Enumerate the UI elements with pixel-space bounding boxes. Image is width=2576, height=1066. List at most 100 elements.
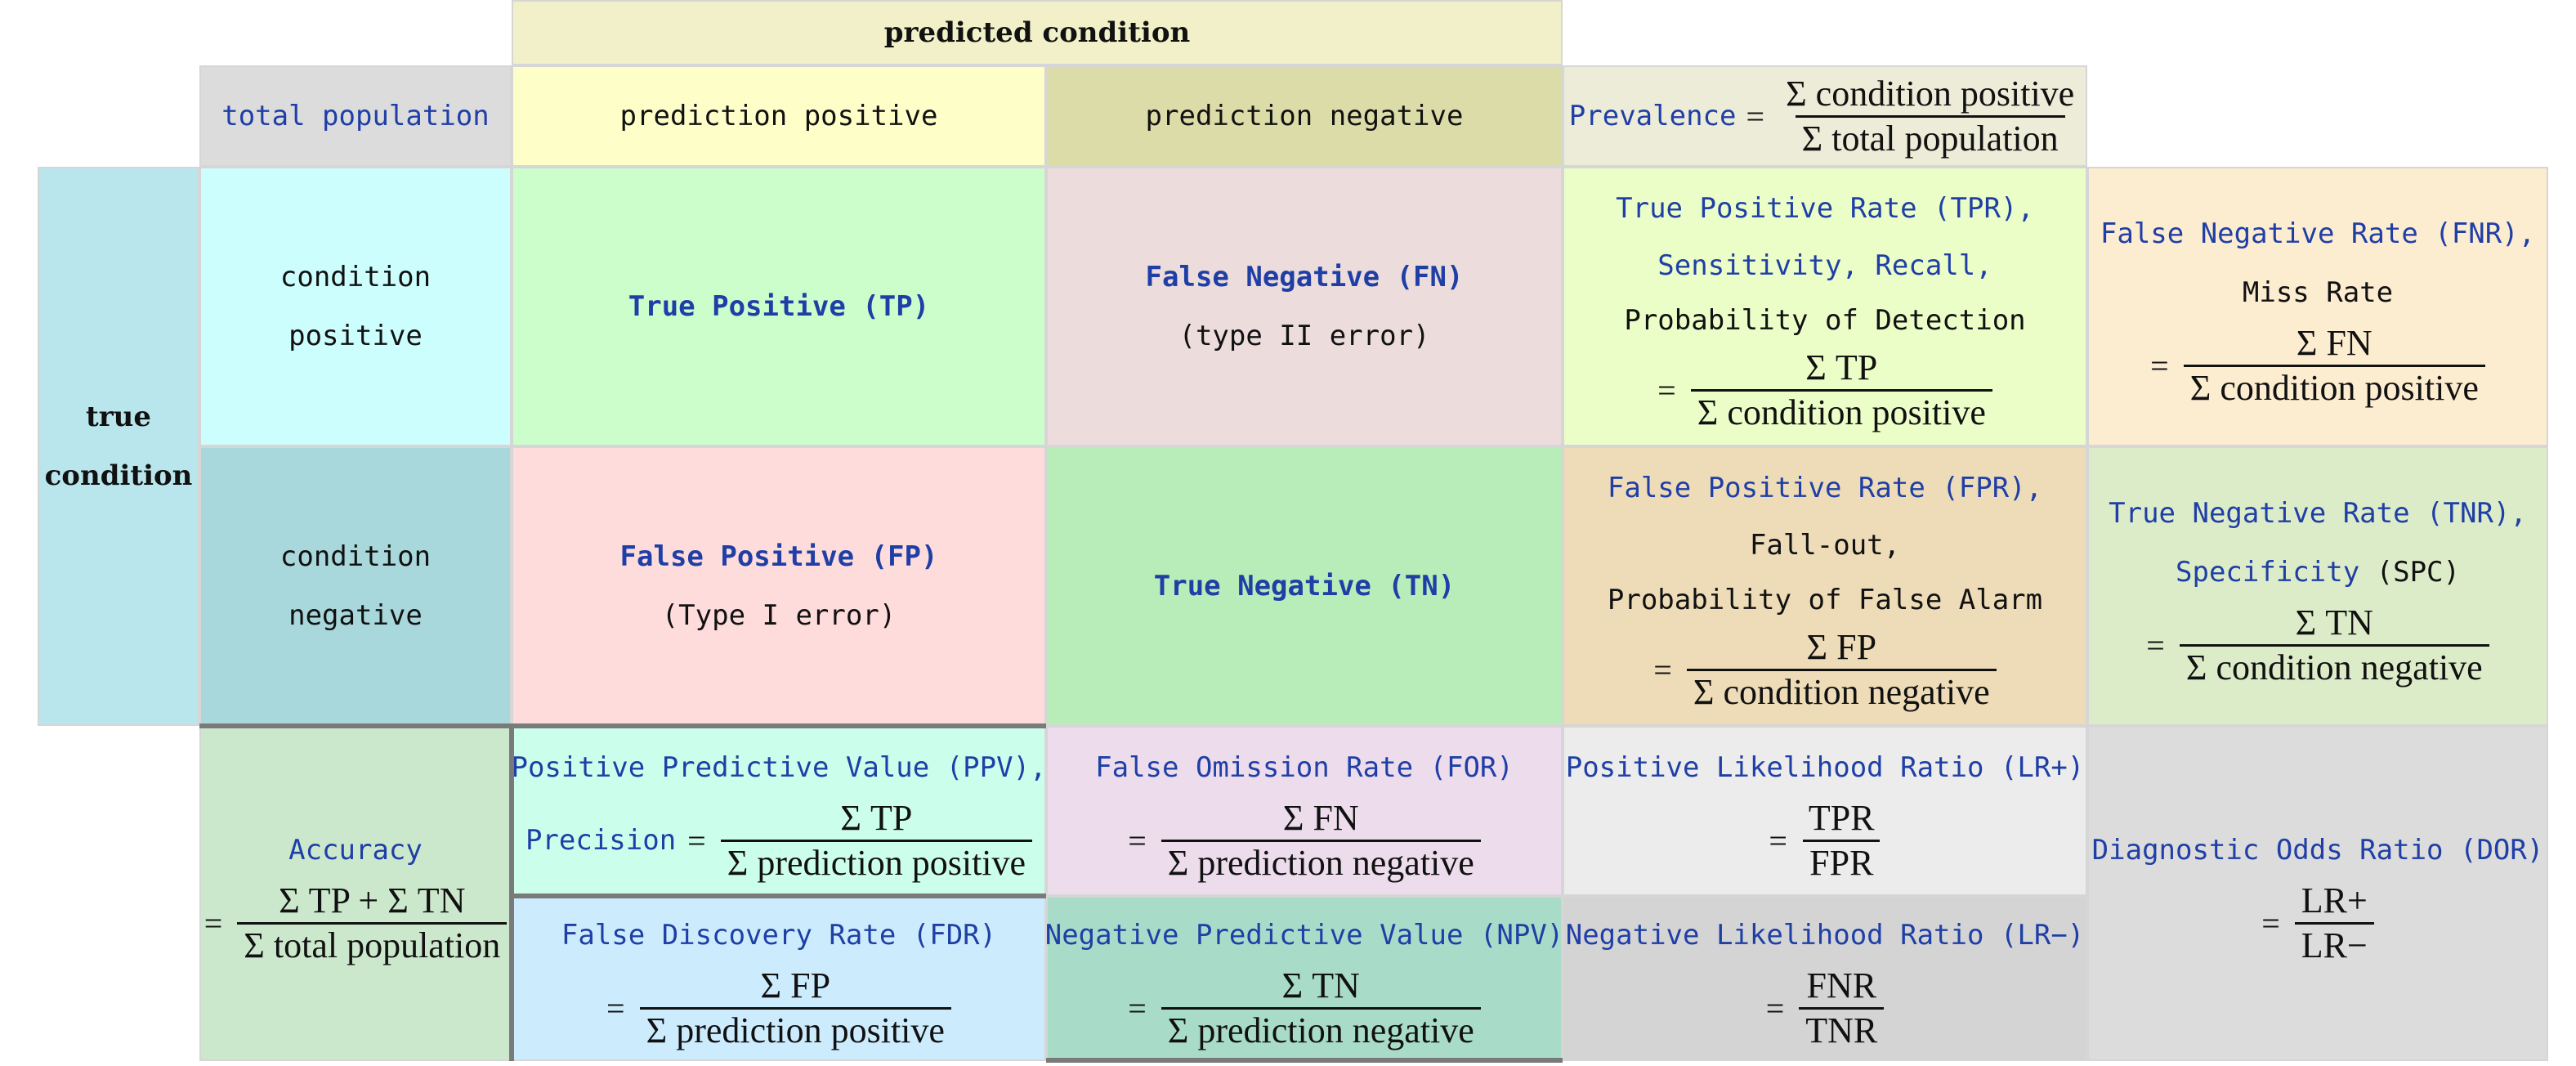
lr-negative-fraction: FNR TNR (1799, 965, 1885, 1052)
tpr-numerator: Σ TP (1805, 347, 1878, 387)
ppv-fraction: Σ TP Σ prediction positive (720, 797, 1033, 885)
fnr-denominator: Σ condition positive (2183, 364, 2485, 410)
fnr-equals: = (2150, 347, 2169, 384)
fpr-equals: = (1653, 651, 1672, 688)
fnr-line1: False Negative Rate (FNR), (2100, 217, 2536, 250)
true-condition-line1: true (86, 401, 151, 433)
tnr-fraction: Σ TN Σ condition negative (2179, 602, 2489, 689)
fpr-line1: False Positive Rate (FPR), (1607, 471, 2043, 504)
fpr-cell: False Positive Rate (FPR), Fall-out, Pro… (1563, 446, 2087, 726)
npv-denominator: Σ prediction negative (1161, 1006, 1481, 1052)
npv-line1: Negative Predictive Value (NPV) (1044, 918, 1564, 952)
tpr-line3: Probability of Detection (1624, 303, 2026, 337)
true-negative-label: True Negative (TN) (1153, 570, 1456, 602)
dor-line1: Diagnostic Odds Ratio (DOR) (2091, 833, 2544, 867)
accuracy-cell: Accuracy = Σ TP + Σ TN Σ total populatio… (199, 726, 512, 1061)
fnr-numerator: Σ FN (2296, 322, 2373, 363)
for-cell: False Omission Rate (FOR) = Σ FN Σ predi… (1046, 726, 1563, 896)
bottom-block-left-divider (509, 726, 514, 1061)
tnr-denominator: Σ condition negative (2179, 643, 2489, 689)
for-denominator: Σ prediction negative (1161, 839, 1481, 885)
tpr-fraction: Σ TP Σ condition positive (1690, 347, 1992, 434)
tnr-equals: = (2146, 626, 2165, 664)
dor-denominator: LR− (2294, 921, 2374, 967)
tnr-cell: True Negative Rate (TNR), Specificity (S… (2087, 446, 2548, 726)
false-positive-label: False Positive (FP) (619, 540, 938, 573)
accuracy-fraction: Σ TP + Σ TN Σ total population (237, 880, 508, 967)
fdr-cell: False Discovery Rate (FDR) = Σ FP Σ pred… (512, 896, 1046, 1061)
lr-positive-line1: Positive Likelihood Ratio (LR+) (1565, 750, 2085, 784)
tpr-cell: True Positive Rate (TPR), Sensitivity, R… (1563, 167, 2087, 446)
prediction-negative-cell: prediction negative (1046, 65, 1563, 167)
false-positive-sub: (Type I error) (661, 599, 897, 632)
fpr-numerator: Σ FP (1806, 626, 1877, 667)
true-condition-line2: condition (44, 459, 193, 492)
ppv-line1: Positive Predictive Value (PPV), (511, 750, 1047, 784)
tnr-line2-spc: (SPC) (2359, 555, 2460, 589)
ppv-equals: = (687, 822, 706, 859)
total-population-label: total population (221, 100, 490, 132)
for-line1: False Omission Rate (FOR) (1095, 750, 1514, 784)
fpr-line3: Probability of False Alarm (1607, 583, 2043, 616)
prediction-negative-label: prediction negative (1145, 100, 1464, 132)
fnr-line2: Miss Rate (2242, 275, 2394, 309)
lr-negative-line1: Negative Likelihood Ratio (LR−) (1565, 918, 2085, 952)
lr-positive-fraction: TPR FPR (1802, 797, 1881, 885)
lr-positive-numerator: TPR (1808, 797, 1875, 838)
accuracy-label: Accuracy (288, 833, 423, 867)
prevalence-label: Prevalence (1568, 100, 1737, 132)
condition-positive-cell: condition positive (199, 167, 512, 446)
lr-negative-equals: = (1765, 989, 1785, 1027)
lr-positive-equals: = (1769, 822, 1787, 859)
tpr-equals: = (1657, 371, 1676, 409)
accuracy-equals: = (203, 904, 223, 942)
prediction-positive-label: prediction positive (619, 100, 938, 132)
npv-numerator: Σ TN (1281, 965, 1360, 1006)
tpr-line2: Sensitivity, Recall, (1657, 249, 1992, 282)
tnr-line1: True Negative Rate (TNR), (2109, 496, 2527, 530)
bottom-block-top-divider (199, 723, 1046, 728)
prevalence-equals: = (1746, 97, 1765, 135)
bottom-block-bottom-divider (1046, 1058, 1563, 1063)
lr-negative-numerator: FNR (1806, 965, 1877, 1006)
npv-fraction: Σ TN Σ prediction negative (1161, 965, 1481, 1052)
fdr-line1: False Discovery Rate (FDR) (561, 918, 997, 952)
for-numerator: Σ FN (1282, 797, 1359, 838)
lr-positive-cell: Positive Likelihood Ratio (LR+) = TPR FP… (1563, 726, 2087, 896)
false-negative-sub: (type II error) (1178, 320, 1430, 352)
fdr-equals: = (606, 989, 625, 1027)
true-positive-cell: True Positive (TP) (512, 167, 1046, 446)
lr-negative-cell: Negative Likelihood Ratio (LR−) = FNR TN… (1563, 896, 2087, 1061)
predicted-condition-label: predicted condition (883, 16, 1191, 49)
fdr-numerator: Σ FP (760, 965, 831, 1006)
accuracy-numerator: Σ TP + Σ TN (279, 880, 466, 920)
npv-equals: = (1128, 989, 1147, 1027)
npv-cell: Negative Predictive Value (NPV) = Σ TN Σ… (1044, 896, 1564, 1061)
ppv-numerator: Σ TP (840, 797, 913, 838)
condition-negative-line1: condition (280, 540, 432, 573)
dor-numerator: LR+ (2301, 880, 2368, 920)
fdr-denominator: Σ prediction positive (639, 1006, 951, 1052)
for-equals: = (1128, 822, 1147, 859)
true-negative-cell: True Negative (TN) (1046, 446, 1563, 726)
prediction-positive-cell: prediction positive (512, 65, 1046, 167)
fnr-fraction: Σ FN Σ condition positive (2183, 322, 2485, 410)
true-condition-cell: true condition (38, 167, 199, 726)
accuracy-denominator: Σ total population (237, 921, 508, 967)
condition-positive-line1: condition (280, 261, 432, 293)
tpr-denominator: Σ condition positive (1690, 388, 1992, 434)
fpr-line2: Fall-out, (1749, 528, 1901, 562)
fpr-denominator: Σ condition negative (1686, 668, 1997, 714)
dor-equals: = (2261, 904, 2280, 942)
tnr-numerator: Σ TN (2295, 602, 2373, 643)
total-population-cell: total population (199, 65, 512, 167)
false-negative-label: False Negative (FN) (1145, 261, 1464, 293)
dor-fraction: LR+ LR− (2294, 880, 2374, 967)
prevalence-fraction: Σ condition positive Σ total population (1779, 73, 2081, 160)
tpr-line1: True Positive Rate (TPR), (1616, 191, 2034, 225)
false-negative-cell: False Negative (FN) (type II error) (1046, 167, 1563, 446)
ppv-precision-label: Precision (525, 824, 677, 857)
tnr-line2-specificity: Specificity (2176, 555, 2360, 589)
bottom-block-mid-divider (512, 894, 1046, 898)
false-positive-cell: False Positive (FP) (Type I error) (512, 446, 1046, 726)
